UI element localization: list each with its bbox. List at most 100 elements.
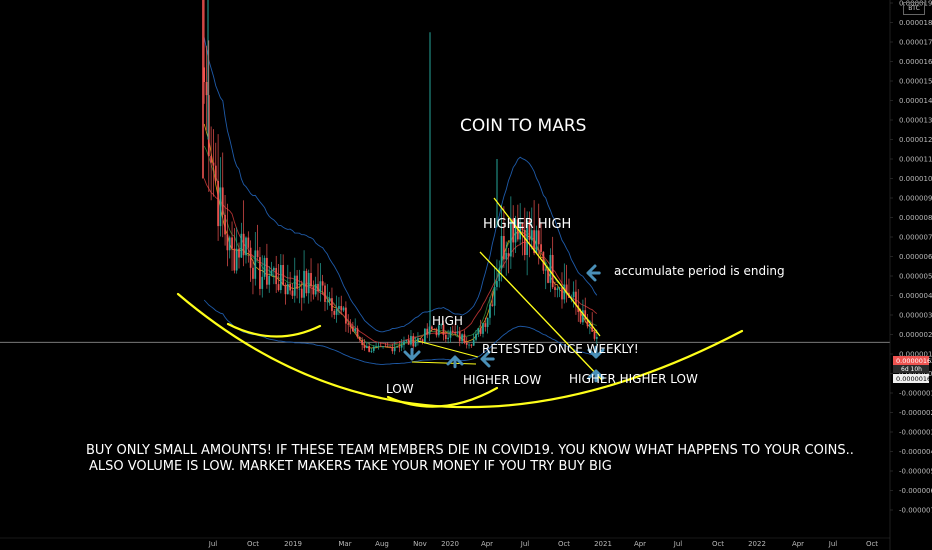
arrow-up-icon (446, 355, 464, 369)
y-tick-label: -0.00000600 (899, 487, 932, 495)
band-upper (203, 37, 598, 333)
candle-body (414, 341, 417, 347)
candle-body (296, 275, 298, 289)
last-price-badge: 0.00000162 (893, 356, 932, 365)
trendline-upper (493, 197, 601, 337)
candle-body (507, 253, 510, 257)
y-tick-label: -0.00000400 (899, 448, 932, 456)
candle-body (356, 328, 359, 337)
candle-body (389, 346, 391, 348)
candle-body (382, 346, 384, 347)
candle-body (591, 323, 594, 332)
y-tick-label: -0.00000300 (899, 429, 932, 437)
candle-body (561, 287, 563, 300)
higher-high-annotation: HIGHER HIGH (483, 217, 571, 232)
candle-body (584, 310, 587, 320)
candle-body (475, 333, 477, 340)
candle-body (358, 336, 361, 341)
candle-body (205, 82, 208, 96)
small-arc-low (386, 386, 499, 408)
warning-note-line2: ALSO VOLUME IS LOW. MARKET MAKERS TAKE Y… (89, 459, 612, 474)
candle-body (345, 307, 347, 324)
x-tick-label: Mar (338, 540, 351, 548)
candle-body (282, 265, 285, 286)
candle-body (328, 298, 331, 302)
candle-body (203, 67, 206, 83)
accumulate-annotation: accumulate period is ending (614, 264, 785, 278)
candle-body (214, 165, 217, 181)
candle-body (468, 344, 470, 346)
candle-body (361, 340, 364, 345)
candle-body (365, 345, 368, 349)
candlesticks (202, 0, 598, 355)
candle-body (405, 339, 408, 342)
x-tick-label: Jul (520, 540, 530, 548)
candle-body (307, 272, 310, 294)
candle-body (575, 291, 577, 306)
ma-mid (203, 145, 597, 348)
candle-body (412, 335, 415, 347)
candle-body (461, 334, 463, 342)
y-tick-label: -0.00000700 (899, 507, 932, 515)
y-tick-label: 0.00001800 (899, 19, 932, 27)
candle-body (238, 248, 240, 258)
candle-body (333, 310, 336, 315)
candle-body (228, 237, 231, 251)
candle-body (268, 275, 271, 285)
candle-body (321, 281, 324, 286)
candle-body (221, 187, 224, 215)
candle-body (572, 291, 575, 298)
candle-body (207, 95, 210, 157)
candle-body (335, 308, 338, 315)
candle-body (291, 290, 294, 296)
volume-badge: 6d 10h (893, 365, 929, 373)
candle-body (231, 237, 233, 249)
candle-body (352, 326, 354, 332)
volume-label: 6d 10h (901, 366, 922, 373)
candle-body (247, 237, 250, 248)
y-tick-label: 0.00001700 (899, 39, 932, 47)
y-tick-label: 0.00000900 (899, 195, 932, 203)
y-tick-label: 0.00001900 (899, 0, 932, 8)
x-tick-label: 2019 (284, 540, 302, 548)
candle-body (477, 328, 480, 334)
candle-body (440, 324, 443, 326)
candle-body (410, 335, 412, 345)
candle-body (396, 346, 398, 348)
candle-body (544, 269, 547, 271)
candle-body (486, 317, 489, 327)
y-tick-label: 0.00001500 (899, 78, 932, 86)
y-tick-label: -0.00000200 (899, 409, 932, 417)
candle-body (463, 334, 466, 343)
y-tick-label: 0.00000100 (899, 351, 932, 359)
retested-annotation: RETESTED ONCE WEEKLY! (482, 342, 639, 356)
candle-body (245, 237, 247, 256)
candle-body (523, 230, 526, 256)
y-tick-label: 0.00000400 (899, 292, 932, 300)
candle-body (589, 323, 591, 327)
candle-body (266, 257, 268, 285)
candle-body (240, 233, 243, 258)
candle-body (424, 328, 426, 343)
higher-low-annotation: HIGHER LOW (463, 373, 541, 387)
arrow-down-icon (587, 345, 605, 359)
candle-body (491, 304, 494, 306)
candle-body (533, 230, 535, 254)
line-price-label: 0.00000160 (896, 375, 932, 383)
x-tick-label: Oct (712, 540, 724, 548)
arrow-down-icon (403, 347, 421, 361)
candle-body (393, 347, 396, 352)
price-axis: 0.00001900 0.00001800 0.00001700 0.00001600… (889, 0, 932, 550)
candle-body (224, 214, 226, 235)
y-tick-label: 0.00001200 (899, 136, 932, 144)
x-tick-label: Apr (792, 540, 804, 548)
line-price-badge: 0.00000160 (893, 374, 932, 383)
candle-body (514, 219, 517, 243)
candle-body (579, 311, 582, 323)
currency-badge[interactable]: BTC (903, 2, 925, 15)
candle-body (347, 323, 350, 325)
candle-body (326, 301, 329, 303)
candle-body (312, 286, 315, 295)
candle-body (252, 267, 254, 279)
